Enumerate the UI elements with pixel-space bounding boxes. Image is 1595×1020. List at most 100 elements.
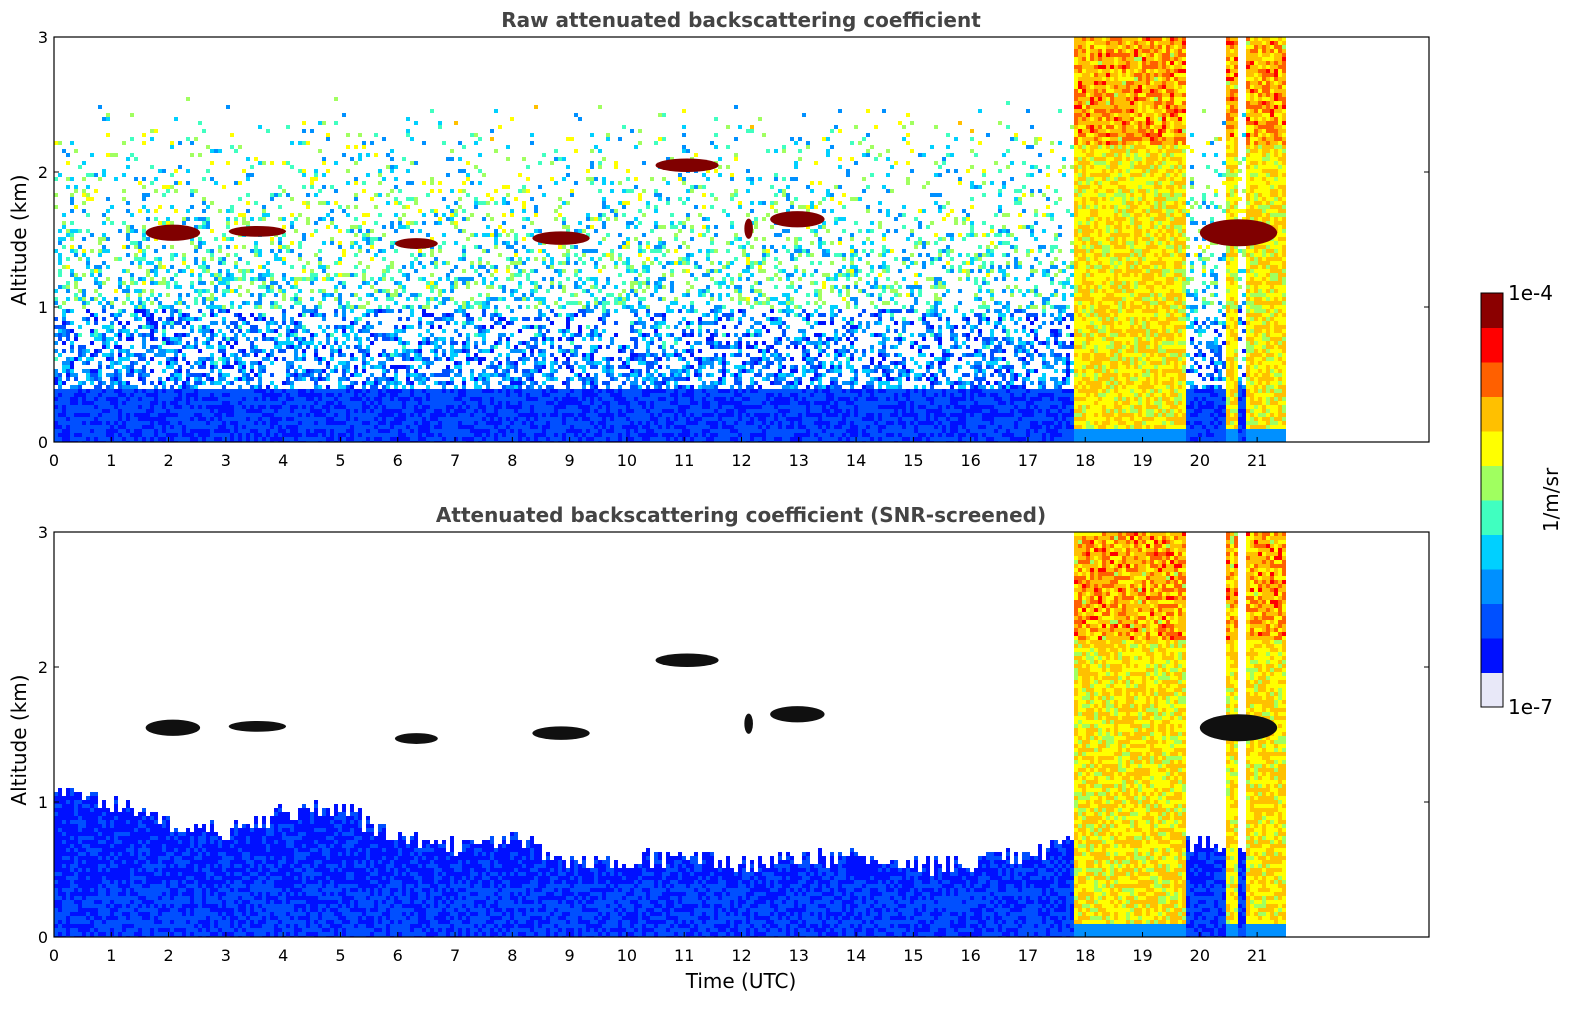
colorbar-segment	[1481, 649, 1503, 662]
cloud-layer	[770, 211, 825, 228]
colorbar-segment	[1481, 603, 1503, 616]
colorbar-segment	[1481, 431, 1503, 443]
x-tick-label: 19	[1132, 946, 1152, 965]
colorbar-segment	[1481, 339, 1503, 351]
x-tick-label: 6	[393, 451, 403, 470]
y-tick-label: 0	[38, 433, 48, 452]
x-tick-label: 4	[278, 451, 288, 470]
cloud-layer	[770, 706, 825, 723]
chart-title-raw: Raw attenuated backscattering coefficien…	[501, 8, 981, 32]
cloud-layer	[655, 653, 719, 667]
x-tick-label: 9	[565, 946, 575, 965]
colorbar-segment	[1481, 477, 1503, 489]
x-tick-label: 5	[335, 451, 345, 470]
colorbar-segment	[1481, 615, 1503, 627]
x-tick-label: 18	[1075, 451, 1095, 470]
x-tick-label: 0	[49, 946, 59, 965]
y-axis-label-screened: Altitude (km)	[7, 674, 31, 805]
y-tick-label: 3	[38, 523, 48, 542]
colorbar-segment	[1481, 362, 1503, 374]
x-tick-label: 14	[846, 946, 866, 965]
cloud-layer	[145, 224, 201, 241]
heatmap-screened	[54, 532, 1286, 937]
y-tick-label: 1	[38, 298, 48, 317]
x-tick-label: 20	[1190, 451, 1210, 470]
x-tick-label: 16	[960, 451, 980, 470]
x-tick-label: 14	[846, 451, 866, 470]
cloud-layer	[744, 218, 753, 239]
colorbar-segment	[1481, 661, 1503, 673]
colorbar-segment	[1481, 523, 1503, 535]
x-tick-label: 6	[393, 946, 403, 965]
x-tick-label: 12	[731, 451, 751, 470]
colorbar-gradient	[1481, 293, 1503, 708]
cloud-layer	[228, 226, 287, 237]
x-tick-label: 0	[49, 451, 59, 470]
x-tick-label: 19	[1132, 451, 1152, 470]
x-tick-label: 21	[1247, 451, 1267, 470]
x-tick-label: 12	[731, 946, 751, 965]
x-tick-label: 1	[106, 946, 116, 965]
colorbar-segment	[1481, 511, 1503, 524]
colorbar-unit-label: 1/m/sr	[1539, 467, 1563, 532]
cloud-layer	[1199, 219, 1278, 247]
cloud-layer	[1199, 714, 1278, 742]
colorbar-segment	[1481, 546, 1503, 558]
heatmap-raw	[54, 37, 1286, 442]
x-axis-label: Time (UTC)	[685, 969, 797, 993]
x-tick-label: 2	[163, 946, 173, 965]
colorbar-segment	[1481, 580, 1503, 593]
colorbar-frame	[1480, 292, 1504, 708]
cloud-layer	[532, 726, 590, 740]
colorbar-segment	[1481, 465, 1503, 478]
y-axis-screened: 0 1 2 3	[38, 523, 1429, 947]
x-tick-label: 15	[903, 946, 923, 965]
panel-raw: Raw attenuated backscattering coefficien…	[7, 8, 1430, 470]
cloud-layer	[532, 231, 590, 245]
x-tick-label: 13	[789, 451, 809, 470]
y-tick-label: 1	[38, 793, 48, 812]
x-tick-label: 11	[674, 946, 694, 965]
y-tick-label: 2	[38, 163, 48, 182]
x-tick-label: 17	[1018, 451, 1038, 470]
colorbar-segment	[1481, 350, 1503, 363]
colorbar-max-label: 1e-4	[1508, 281, 1553, 305]
y-axis-label-raw: Altitude (km)	[7, 174, 31, 305]
x-tick-label: 10	[617, 451, 637, 470]
colorbar-segment	[1481, 592, 1503, 604]
x-axis-screened: 0 1 2 3 4 5 6 7 8 9 10 11 12 13 14 15 16 17 18 19 20 21	[49, 932, 1267, 965]
y-tick-label: 3	[38, 28, 48, 47]
colorbar-segment	[1481, 638, 1503, 650]
y-tick-label: 2	[38, 658, 48, 677]
colorbar-segment	[1481, 454, 1503, 466]
colorbar-segment	[1481, 442, 1503, 455]
colorbar-segment	[1481, 488, 1503, 501]
x-tick-label: 9	[565, 451, 575, 470]
colorbar-segment	[1481, 408, 1503, 420]
colorbar-segment	[1481, 557, 1503, 570]
colorbar-segment	[1481, 419, 1503, 432]
colorbar-segment	[1481, 534, 1503, 547]
x-tick-label: 3	[221, 451, 231, 470]
colorbar: 1e-4 1e-7 1/m/sr	[1480, 281, 1563, 719]
colorbar-segment	[1481, 695, 1503, 708]
x-tick-label: 1	[106, 451, 116, 470]
colorbar-segment	[1481, 684, 1503, 696]
colorbar-segment	[1481, 373, 1503, 386]
x-tick-label: 5	[335, 946, 345, 965]
x-tick-label: 21	[1247, 946, 1267, 965]
colorbar-segment	[1481, 569, 1503, 581]
cloud-layer	[655, 158, 719, 172]
x-tick-label: 18	[1075, 946, 1095, 965]
cloud-layer	[394, 238, 438, 249]
x-tick-label: 8	[507, 946, 517, 965]
x-tick-label: 15	[903, 451, 923, 470]
cloud-layer	[744, 713, 753, 734]
cloud-layer	[145, 719, 201, 736]
x-tick-label: 13	[789, 946, 809, 965]
x-tick-label: 16	[960, 946, 980, 965]
panel-screened: Attenuated backscattering coefficient (S…	[7, 503, 1430, 993]
colorbar-min-label: 1e-7	[1508, 695, 1553, 719]
x-tick-label: 10	[617, 946, 637, 965]
